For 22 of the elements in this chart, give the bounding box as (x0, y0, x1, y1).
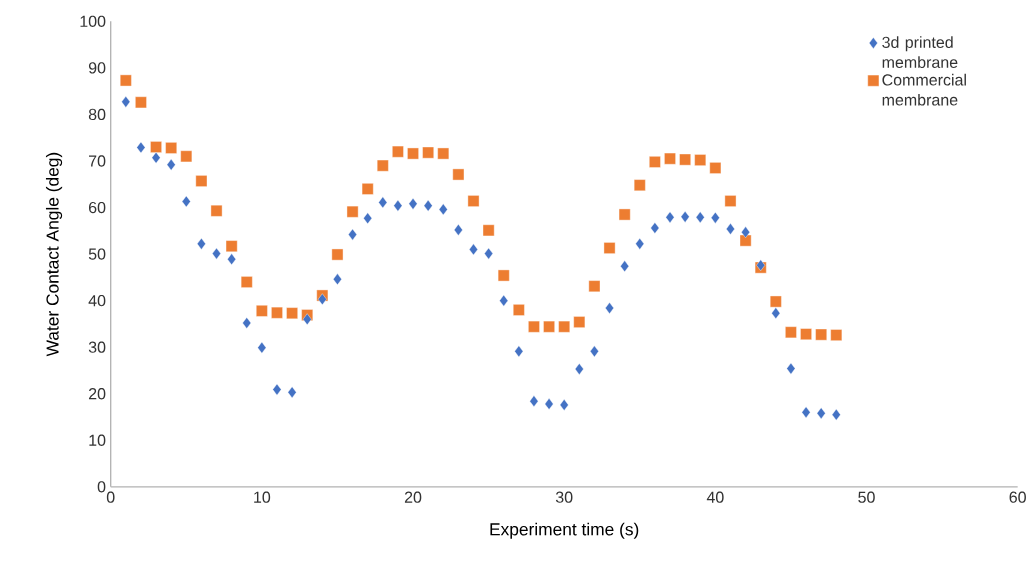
x-tick-label: 40 (706, 491, 724, 503)
y-tick-label: 70 (89, 155, 106, 167)
x-tick-label: 60 (1009, 491, 1026, 503)
y-axis-title: Water Contact Angle (deg) (45, 152, 63, 357)
y-tick-label: 90 (88, 62, 106, 74)
x-tick-label: 10 (254, 491, 271, 503)
y-tick-label: 100 (80, 15, 106, 27)
x-tick-label: 50 (858, 491, 875, 503)
y-tick-label: 10 (89, 434, 106, 446)
y-tick-label: 40 (88, 294, 106, 307)
legend-label: Commercial membrane (882, 73, 966, 106)
y-tick-label: 80 (88, 108, 106, 120)
x-tick-label: 20 (404, 491, 422, 503)
y-tick-label: 20 (88, 387, 106, 400)
y-tick-label: 50 (88, 248, 106, 260)
y-tick-label: 0 (97, 481, 106, 493)
x-axis-title: Experiment time (s) (490, 522, 639, 539)
y-tick-label: 30 (88, 341, 106, 353)
legend-label: 3d printed membrane (882, 36, 958, 68)
x-tick-label: 30 (555, 491, 573, 503)
x-tick-label: 0 (106, 491, 115, 503)
y-tick-label: 60 (89, 201, 106, 214)
